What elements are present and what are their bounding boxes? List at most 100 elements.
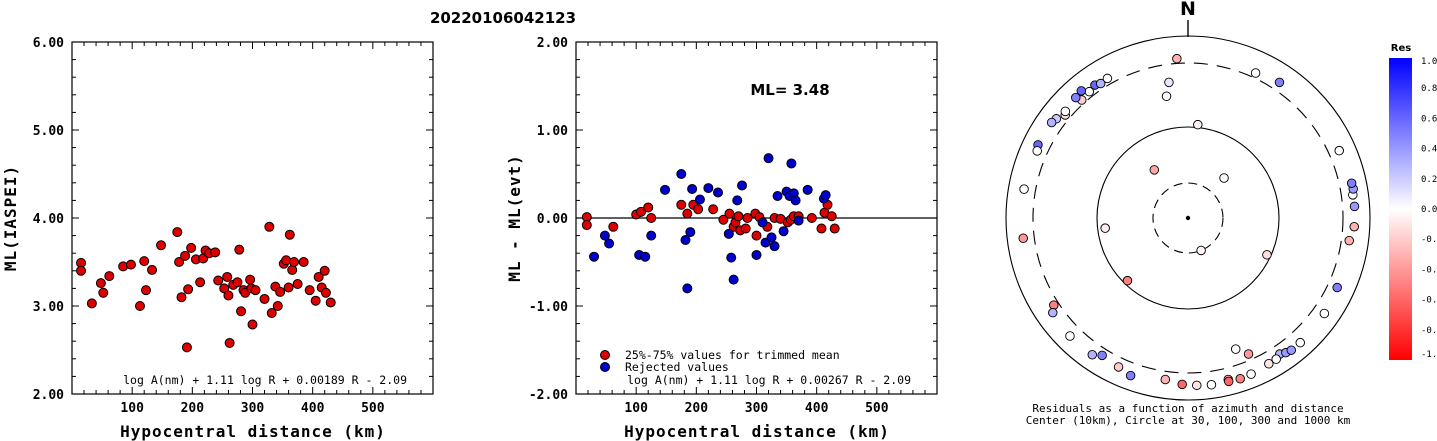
colorbar-tick-label: -0.2 [1421,235,1437,245]
data-point [245,274,256,285]
y-tick-label: 0.00 [537,212,568,227]
figure-title: 20220106042123 [430,9,576,27]
data-point [320,287,331,298]
polar-caption-line1: Residuals as a function of azimuth and d… [1032,402,1343,415]
station-point [1223,376,1234,387]
station-point [1262,250,1272,260]
trimmed-point [829,223,840,234]
station-point [1243,349,1254,359]
trimmed-point [682,208,693,219]
rejected-point [712,187,723,198]
station-point [1219,173,1229,183]
colorbar-tick-label: 0.0 [1421,205,1437,215]
rejected-point [790,195,801,206]
legend: 25%-75% values for trimmed mean Rejected… [600,348,840,374]
chart-ml-iaspei: 100 200 300 400 500 2.00 3.00 4.00 5.00 6.00 Hypo… [1,36,434,441]
range-circle-100km [1096,126,1280,310]
y-axis-label: ML - ML(evt) [505,154,524,282]
trimmed-point [693,204,704,215]
data-point [223,290,234,301]
data-point [210,247,221,258]
legend-label-trimmed: 25%-75% values for trimmed mean [625,348,840,362]
y-tick-label: 3.00 [33,300,64,315]
data-points [76,221,336,353]
rejected-point [685,227,696,238]
colorbar-gradient [1389,58,1412,360]
station-point [1271,354,1281,364]
rejected-point [646,230,657,241]
rejected-point [682,283,693,294]
data-point [319,265,330,276]
data-point [272,301,283,311]
rejected-point [793,215,804,226]
data-point [195,277,206,288]
trimmed-point [816,223,827,234]
data-point [259,293,270,304]
y-tick-label: 4.00 [33,212,64,227]
trimmed-point [740,223,751,234]
data-point [284,229,295,240]
rejected-point [660,184,671,195]
station-point [1206,379,1217,390]
chart-ml-residual: 100 200 300 400 500 -2.00 -1.00 0.00 1.00 2.00 ML… [505,36,938,441]
data-point [250,285,261,296]
y-tick-label: -2.00 [529,388,568,403]
colorbar-tick-label: 0.2 [1421,175,1437,185]
data-point [236,306,247,317]
x-axis-label: Hypocentral distance (km) [624,422,890,441]
station-point [1125,370,1136,381]
trimmed-point [635,206,646,217]
y-tick-label: 5.00 [33,124,64,139]
data-point [172,227,183,238]
y-axis-label: ML(IASPEI) [1,165,20,271]
station-point [1122,275,1133,286]
data-point [310,295,321,306]
station-point [1018,233,1028,243]
data-point [183,284,194,295]
data-point [275,286,286,297]
trimmed-point [742,213,753,223]
rejected-point [728,274,739,285]
y-tick-label: 2.00 [537,36,568,51]
rejected-point [763,153,774,164]
rejected-point [737,180,748,191]
station-point [1196,245,1206,256]
data-point [141,285,152,296]
data-point [222,271,233,282]
colorbar-tick-label: -0.4 [1421,265,1437,275]
data-point [247,319,258,330]
y-tick-label: 2.00 [33,388,64,403]
tick-group: 100 200 300 400 500 2.00 3.00 4.00 5.00 6.00 [33,36,433,416]
north-label: N [1180,0,1196,20]
station-point [1032,146,1042,156]
legend-marker-rejected [600,362,610,372]
x-tick-label: 100 [120,401,144,416]
range-circle-300km [1032,62,1344,374]
trimmed-point [718,214,729,225]
rejected-point [778,226,789,237]
rejected-point [751,249,762,260]
station-point [1160,374,1171,385]
data-point [298,257,309,267]
data-point [224,337,235,348]
x-tick-label: 100 [624,401,648,416]
rejected-point [604,238,615,249]
station-point [1346,178,1357,188]
range-circle-1000km [1005,35,1371,401]
station-point [1295,337,1306,348]
station-point [1192,380,1202,391]
colorbar-tick-label: -0.8 [1421,326,1437,336]
data-point [104,271,115,282]
station-point [1349,221,1359,232]
data-point [180,250,191,261]
colorbar-tick-label: 0.6 [1421,114,1437,124]
data-point [292,279,303,289]
station-point [1349,201,1360,212]
data-point [213,275,224,286]
rejected-point [772,191,783,201]
data-point [266,308,277,319]
x-tick-label: 500 [361,401,385,416]
trimmed-point [751,230,762,241]
colorbar-tick-label: 0.4 [1421,145,1437,155]
